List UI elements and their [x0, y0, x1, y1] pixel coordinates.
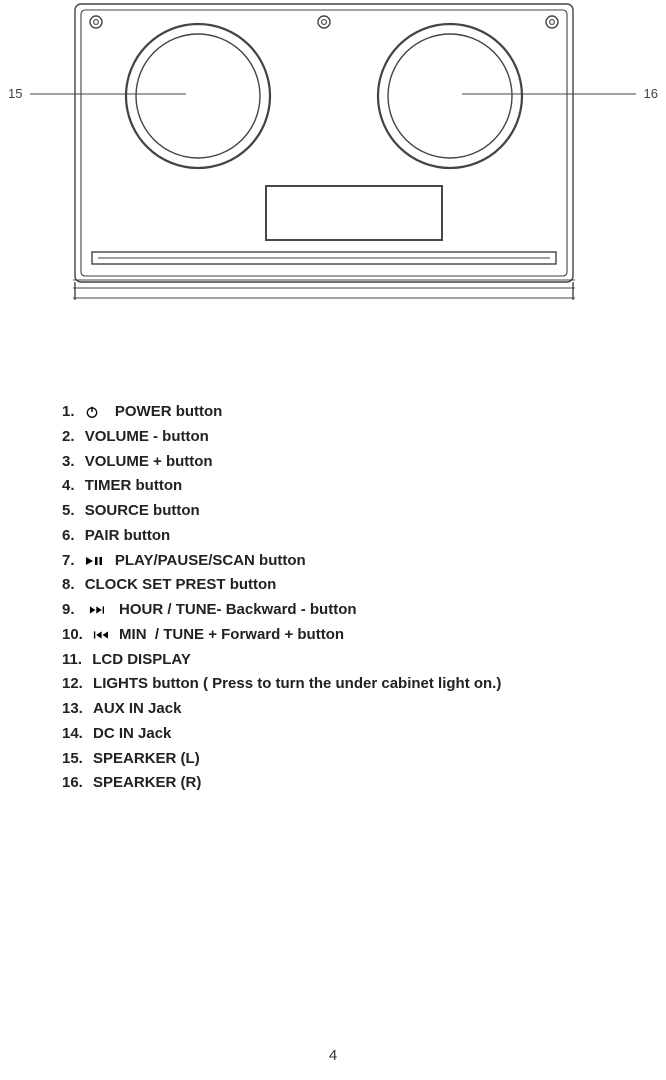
- play-pause-icon: [85, 555, 105, 567]
- callout-15-label: 15: [8, 86, 22, 101]
- list-item-prefix: 16.: [62, 771, 87, 796]
- list-item-text: PAIR button: [85, 524, 171, 549]
- device-diagram: 15 16: [0, 0, 666, 320]
- feature-list-item: 5. SOURCE button: [62, 499, 622, 524]
- feature-list-item: 12. LIGHTS button ( Press to turn the un…: [62, 672, 622, 697]
- prev-icon: [93, 629, 113, 641]
- list-item-prefix: 3.: [62, 450, 79, 475]
- feature-list-item: 8. CLOCK SET PREST button: [62, 573, 622, 598]
- list-item-text: SPEARKER (L): [93, 747, 200, 772]
- feature-list-item: 11. LCD DISPLAY: [62, 648, 622, 673]
- feature-list-item: 7. PLAY/PAUSE/SCAN button: [62, 549, 622, 574]
- manual-page: 15 16 1. POWER button2. VOLUME - button3…: [0, 0, 666, 1080]
- list-item-text: VOLUME - button: [85, 425, 209, 450]
- list-item-prefix: 14.: [62, 722, 87, 747]
- feature-list-item: 16. SPEARKER (R): [62, 771, 622, 796]
- next-icon: [89, 604, 109, 616]
- list-item-prefix: 2.: [62, 425, 79, 450]
- list-item-text: HOUR / TUNE- Backward - button: [115, 598, 357, 623]
- list-item-text: SPEARKER (R): [93, 771, 201, 796]
- callout-16-label: 16: [644, 86, 658, 101]
- list-item-text: MIN / TUNE + Forward + button: [119, 623, 344, 648]
- feature-list-item: 13. AUX IN Jack: [62, 697, 622, 722]
- page-number: 4: [0, 1047, 666, 1064]
- feature-list-item: 15. SPEARKER (L): [62, 747, 622, 772]
- list-item-text: LCD DISPLAY: [92, 648, 191, 673]
- feature-list-item: 6. PAIR button: [62, 524, 622, 549]
- feature-list-item: 2. VOLUME - button: [62, 425, 622, 450]
- list-item-prefix: 11.: [62, 648, 86, 673]
- list-item-prefix: 1.: [62, 400, 79, 425]
- list-item-prefix: 4.: [62, 474, 79, 499]
- feature-list-item: 10. MIN / TUNE + Forward + button: [62, 623, 622, 648]
- list-item-text: PLAY/PAUSE/SCAN button: [111, 549, 306, 574]
- list-item-text: VOLUME + button: [85, 450, 213, 475]
- list-item-prefix: 6.: [62, 524, 79, 549]
- list-item-prefix: 10.: [62, 623, 87, 648]
- list-item-prefix: 15.: [62, 747, 87, 772]
- list-item-text: AUX IN Jack: [93, 697, 181, 722]
- power-icon: [85, 405, 105, 419]
- feature-list: 1. POWER button2. VOLUME - button3. VOLU…: [62, 400, 622, 796]
- feature-list-item: 3. VOLUME + button: [62, 450, 622, 475]
- feature-list-item: 14. DC IN Jack: [62, 722, 622, 747]
- feature-list-item: 4. TIMER button: [62, 474, 622, 499]
- list-item-prefix: 5.: [62, 499, 79, 524]
- list-item-prefix: 7.: [62, 549, 79, 574]
- list-item-text: SOURCE button: [85, 499, 200, 524]
- feature-list-item: 1. POWER button: [62, 400, 622, 425]
- list-item-text: CLOCK SET PREST button: [85, 573, 277, 598]
- list-item-text: LIGHTS button ( Press to turn the under …: [93, 672, 501, 697]
- list-item-prefix: 8.: [62, 573, 79, 598]
- list-item-prefix: 12.: [62, 672, 87, 697]
- list-item-text: POWER button: [111, 400, 223, 425]
- list-item-prefix: 9.: [62, 598, 83, 623]
- feature-list-item: 9. HOUR / TUNE- Backward - button: [62, 598, 622, 623]
- list-item-text: DC IN Jack: [93, 722, 171, 747]
- list-item-prefix: 13.: [62, 697, 87, 722]
- list-item-text: TIMER button: [85, 474, 182, 499]
